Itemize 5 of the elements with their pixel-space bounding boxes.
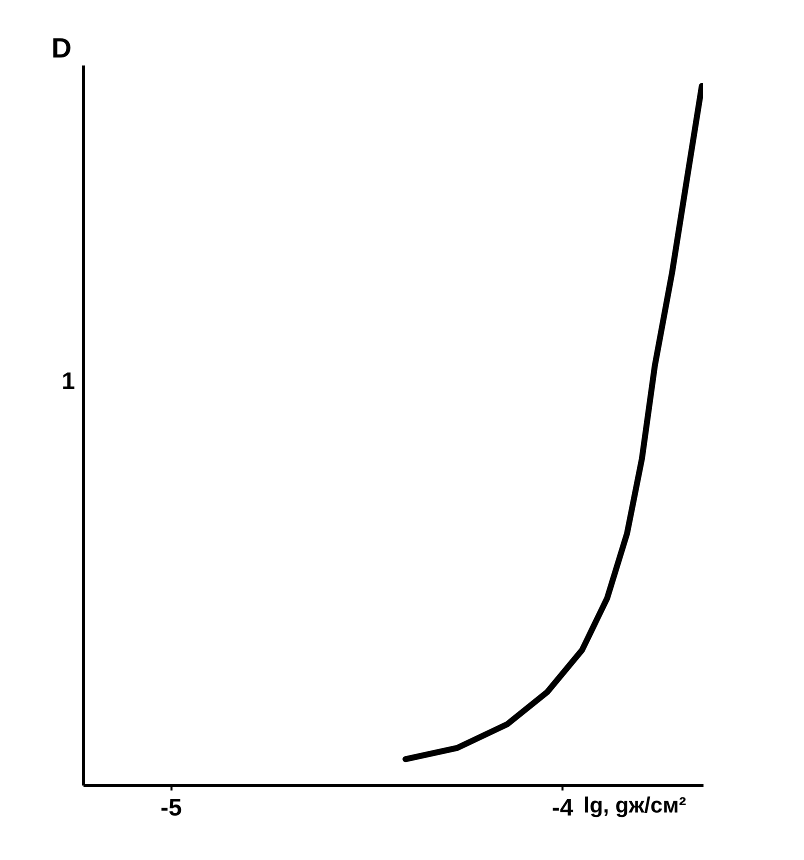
x-axis-title: lg, gж/см² bbox=[584, 792, 686, 818]
text: 1 bbox=[62, 368, 75, 395]
y-axis-title: D bbox=[51, 32, 72, 64]
x-tick-label: -4 bbox=[552, 794, 574, 822]
x-tick-label: -5 bbox=[160, 794, 182, 822]
